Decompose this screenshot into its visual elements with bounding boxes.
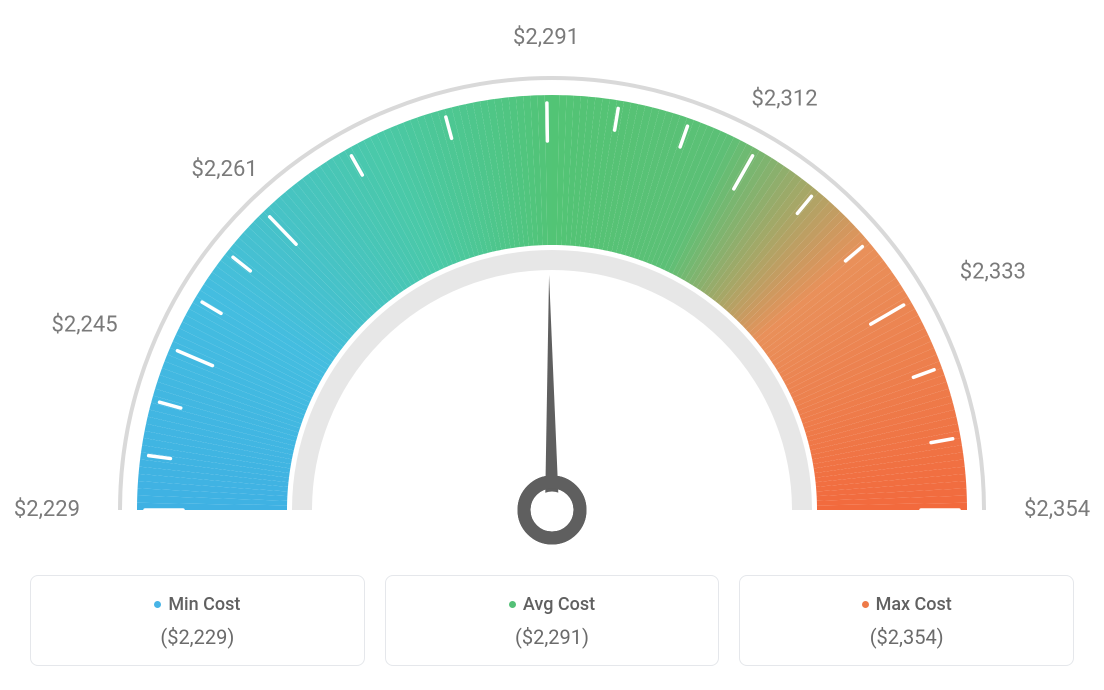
- min-cost-value: ($2,229): [41, 625, 354, 649]
- tick-label: $2,291: [513, 25, 579, 50]
- summary-cards-row: Min Cost ($2,229) Avg Cost ($2,291) Max …: [30, 575, 1074, 666]
- gauge-svg: $2,229 $2,245 $2,261 $2,291 $2,312 $2,333 $2,3…: [0, 0, 1104, 560]
- max-cost-title: Max Cost: [750, 594, 1063, 615]
- avg-cost-dot-icon: [509, 601, 516, 608]
- avg-cost-value: ($2,291): [396, 625, 709, 649]
- min-cost-title: Min Cost: [41, 594, 354, 615]
- min-cost-card: Min Cost ($2,229): [30, 575, 365, 666]
- tick-label: $2,312: [751, 86, 817, 111]
- min-cost-label: Min Cost: [168, 594, 240, 615]
- min-cost-dot-icon: [154, 601, 161, 608]
- max-cost-dot-icon: [862, 601, 869, 608]
- tick-label: $2,229: [14, 497, 80, 522]
- tick-label: $2,245: [51, 312, 117, 337]
- gauge-needle: [524, 275, 580, 538]
- avg-cost-label: Avg Cost: [523, 594, 595, 615]
- tick-label: $2,354: [1024, 497, 1090, 522]
- gauge-chart: $2,229 $2,245 $2,261 $2,291 $2,312 $2,333 $2,3…: [0, 0, 1104, 560]
- avg-cost-card: Avg Cost ($2,291): [385, 575, 720, 666]
- tick-label: $2,261: [192, 157, 258, 182]
- max-cost-label: Max Cost: [876, 594, 952, 615]
- max-cost-value: ($2,354): [750, 625, 1063, 649]
- max-cost-card: Max Cost ($2,354): [739, 575, 1074, 666]
- tick-label: $2,333: [960, 259, 1026, 284]
- avg-cost-title: Avg Cost: [396, 594, 709, 615]
